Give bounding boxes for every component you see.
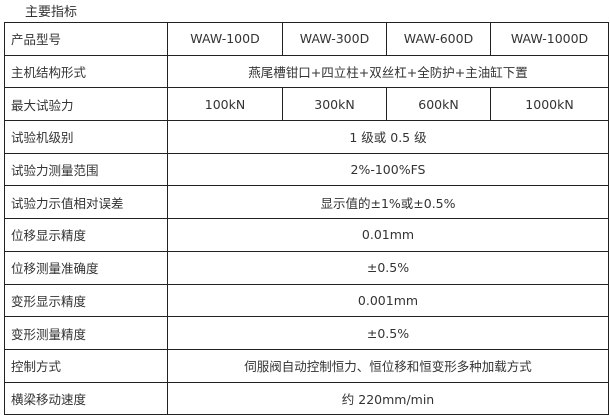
table-row: 试验力示值相对误差 显示值的±1%或±0.5%	[4, 185, 609, 220]
section-heading: 主要指标	[25, 5, 78, 20]
row-label: 试验机级别	[4, 120, 168, 154]
row-value: 1 级或 0.5 级	[167, 120, 609, 154]
row-label: 产品型号	[4, 22, 168, 56]
row-label: 最大试验力	[4, 87, 168, 122]
row-value: ±0.5%	[167, 316, 609, 350]
force-cell: 300kN	[282, 87, 387, 122]
force-cell: 600kN	[386, 87, 491, 122]
row-label: 试验力示值相对误差	[4, 185, 168, 220]
model-cell: WAW-300D	[282, 22, 387, 56]
row-label: 试验力测量范围	[4, 152, 168, 187]
row-value: 约 220mm/min	[167, 381, 609, 415]
table-row: 横梁移动速度约 220mm/min	[4, 381, 609, 415]
row-value: 0.01mm	[167, 218, 609, 252]
row-value: 0.001mm	[167, 283, 609, 318]
table-row: 变形显示精度 0.001mm	[4, 283, 609, 318]
table-row: 控制方式 伺服阀自动控制恒力、恒位移和恒变形多种加载方式	[4, 348, 609, 383]
spec-table: 产品型号 WAW-100D WAW-300D WAW-600D WAW-1000…	[4, 22, 609, 415]
model-cell: WAW-600D	[386, 22, 491, 56]
row-value: 伺服阀自动控制恒力、恒位移和恒变形多种加载方式	[167, 348, 609, 383]
table-row: 试验力测量范围 2%-100%FS	[4, 152, 609, 187]
table-row: 变形测量精度 ±0.5%	[4, 316, 609, 350]
model-cell: WAW-100D	[167, 22, 283, 56]
row-value: ±0.5%	[167, 250, 609, 285]
force-cell: 100kN	[167, 87, 283, 122]
model-cell: WAW-1000D	[490, 22, 609, 56]
row-label: 控制方式	[4, 348, 168, 383]
table-row: 位移测量准确度 ±0.5%	[4, 250, 609, 285]
force-cell: 1000kN	[490, 87, 609, 122]
table-row-max-force: 最大试验力 100kN 300kN 600kN 1000kN	[4, 87, 609, 122]
row-value: 燕尾槽钳口+四立柱+双丝杠+全防护+主油缸下置	[167, 54, 609, 89]
row-value: 显示值的±1%或±0.5%	[167, 185, 609, 220]
row-label: 变形测量精度	[4, 316, 168, 350]
table-row-models: 产品型号 WAW-100D WAW-300D WAW-600D WAW-1000…	[4, 22, 609, 56]
table-row-structure: 主机结构形式 燕尾槽钳口+四立柱+双丝杠+全防护+主油缸下置	[4, 54, 609, 89]
table-row: 位移显示精度 0.01mm	[4, 218, 609, 252]
row-value: 2%-100%FS	[167, 152, 609, 187]
row-label: 位移显示精度	[4, 218, 168, 252]
row-label: 主机结构形式	[4, 54, 168, 89]
table-row: 试验机级别 1 级或 0.5 级	[4, 120, 609, 154]
row-label: 横梁移动速度	[4, 381, 168, 415]
row-label: 位移测量准确度	[4, 250, 168, 285]
row-label: 变形显示精度	[4, 283, 168, 318]
